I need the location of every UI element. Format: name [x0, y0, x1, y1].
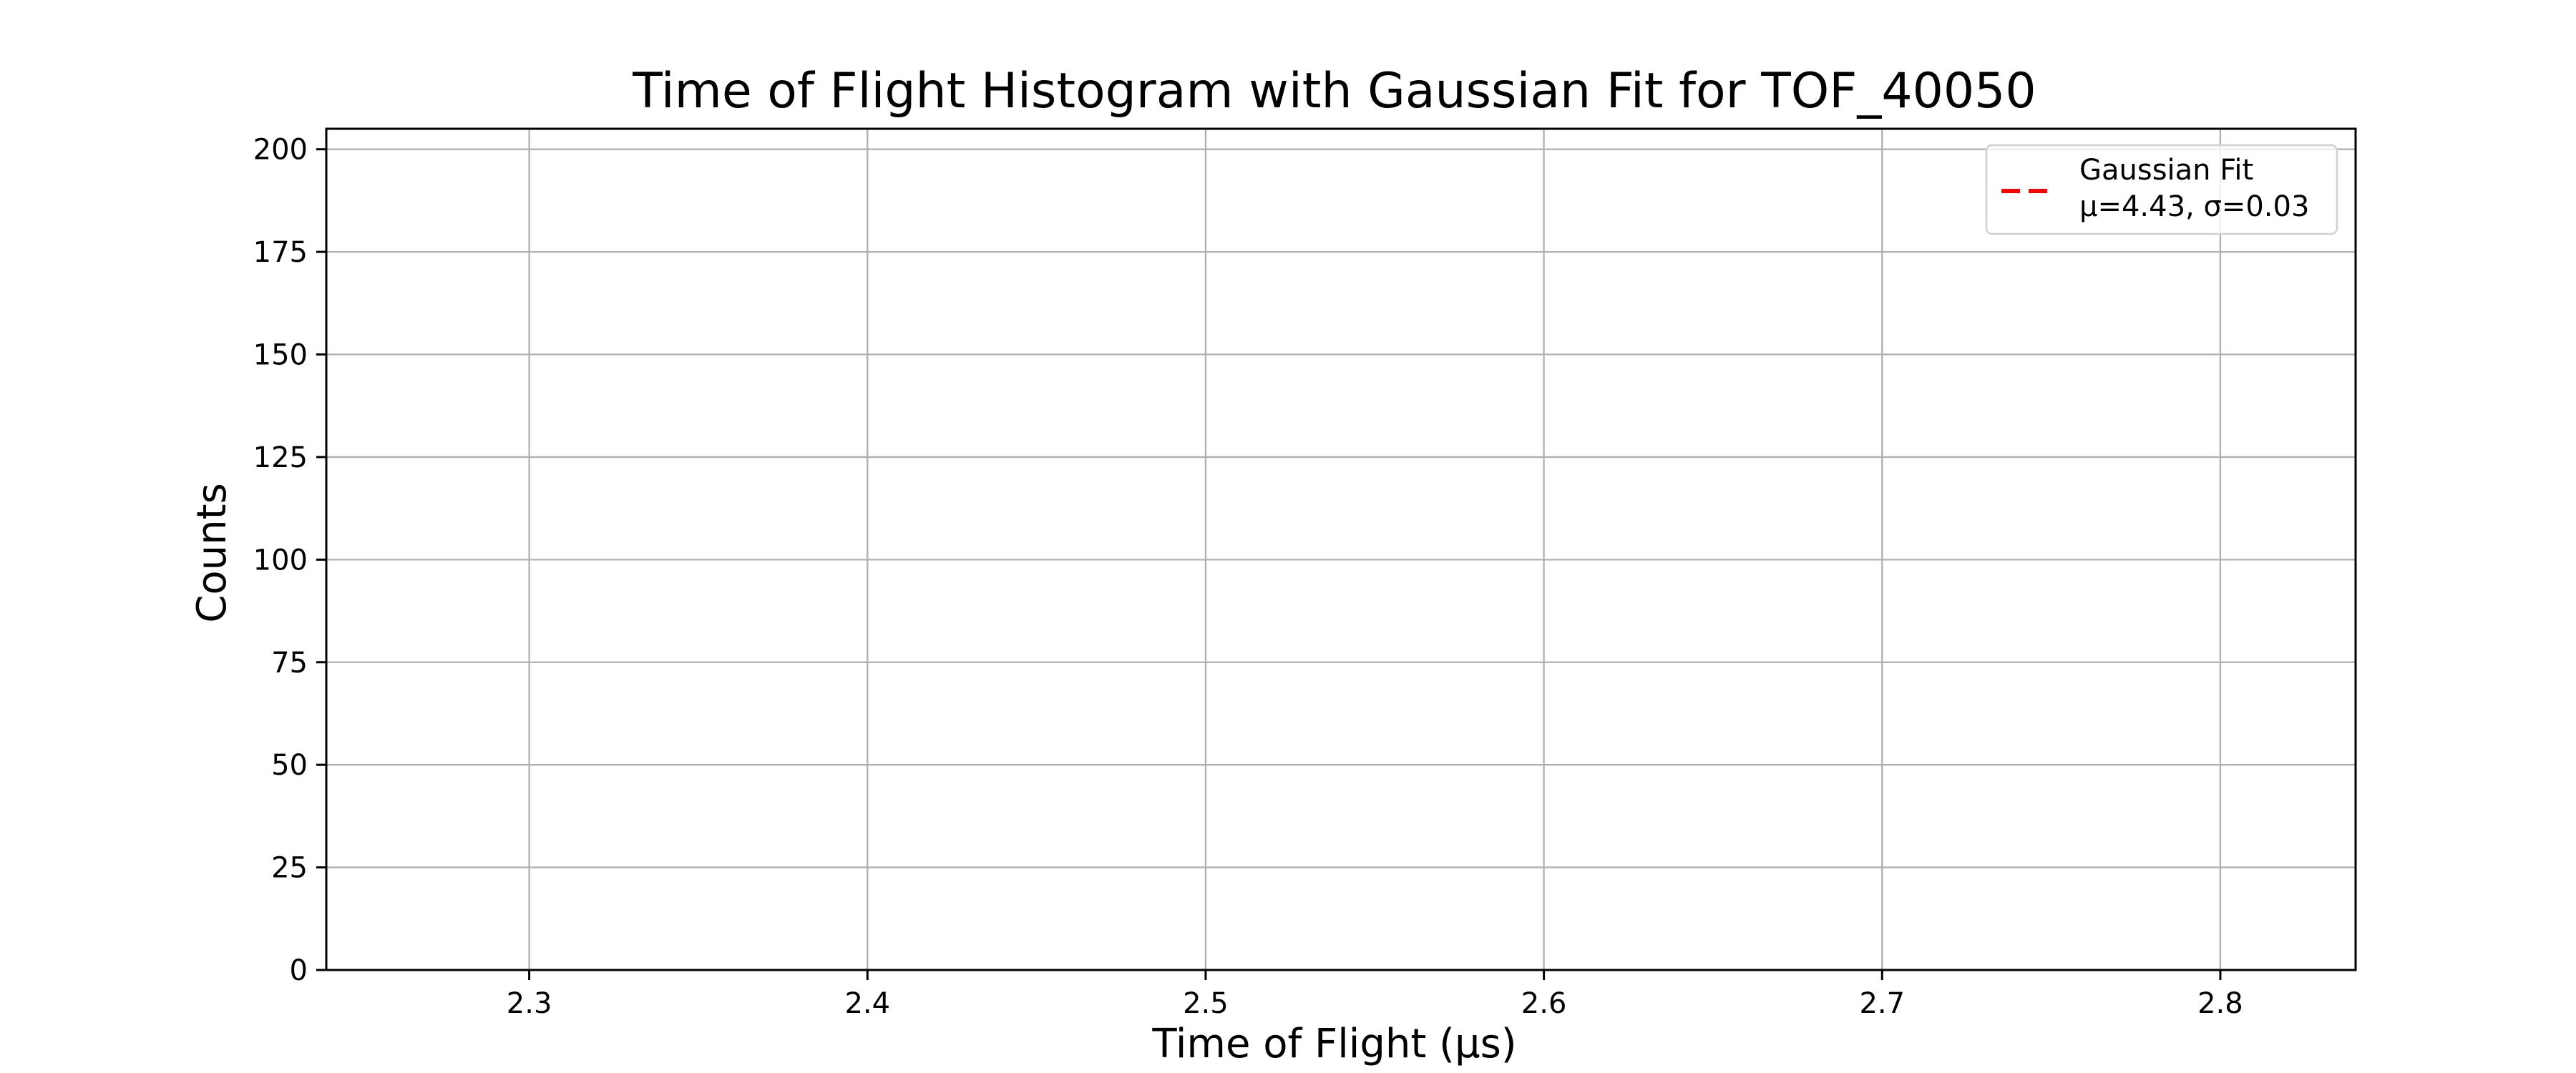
- legend-label-gaussian-fit: Gaussian Fit: [2079, 154, 2253, 187]
- grid: [326, 129, 2356, 971]
- legend-label-gaussian-params: μ=4.43, σ=0.03: [2079, 190, 2309, 223]
- x-axis-label: Time of Flight (μs): [1151, 1021, 1516, 1067]
- x-axis: 2.3 2.4 2.5 2.6 2.7 2.8: [507, 970, 2243, 1020]
- y-tick-label: 50: [271, 749, 308, 782]
- y-axis: 0 25 50 75 100 125 150 175 200: [253, 134, 326, 987]
- y-tick-label: 150: [253, 339, 308, 372]
- y-tick-label: 175: [253, 236, 308, 269]
- legend: Gaussian Fit μ=4.43, σ=0.03: [1985, 144, 2338, 235]
- legend-box: [1985, 144, 2338, 235]
- y-tick-label: 25: [271, 852, 308, 885]
- x-tick-label: 2.8: [2197, 987, 2243, 1020]
- y-axis-label: Counts: [189, 483, 235, 622]
- x-tick-label: 2.4: [844, 987, 890, 1020]
- x-tick-label: 2.3: [507, 987, 552, 1020]
- x-tick-label: 2.6: [1521, 987, 1567, 1020]
- y-tick-label: 200: [253, 134, 308, 167]
- y-tick-label: 125: [253, 441, 308, 474]
- x-tick-label: 2.5: [1183, 987, 1229, 1020]
- y-tick-label: 75: [271, 647, 308, 680]
- chart-title: Time of Flight Histogram with Gaussian F…: [632, 63, 2036, 119]
- y-tick-label: 0: [290, 954, 308, 987]
- x-tick-label: 2.7: [1859, 987, 1905, 1020]
- plot-frame: [325, 127, 2357, 971]
- y-tick-label: 100: [253, 544, 308, 577]
